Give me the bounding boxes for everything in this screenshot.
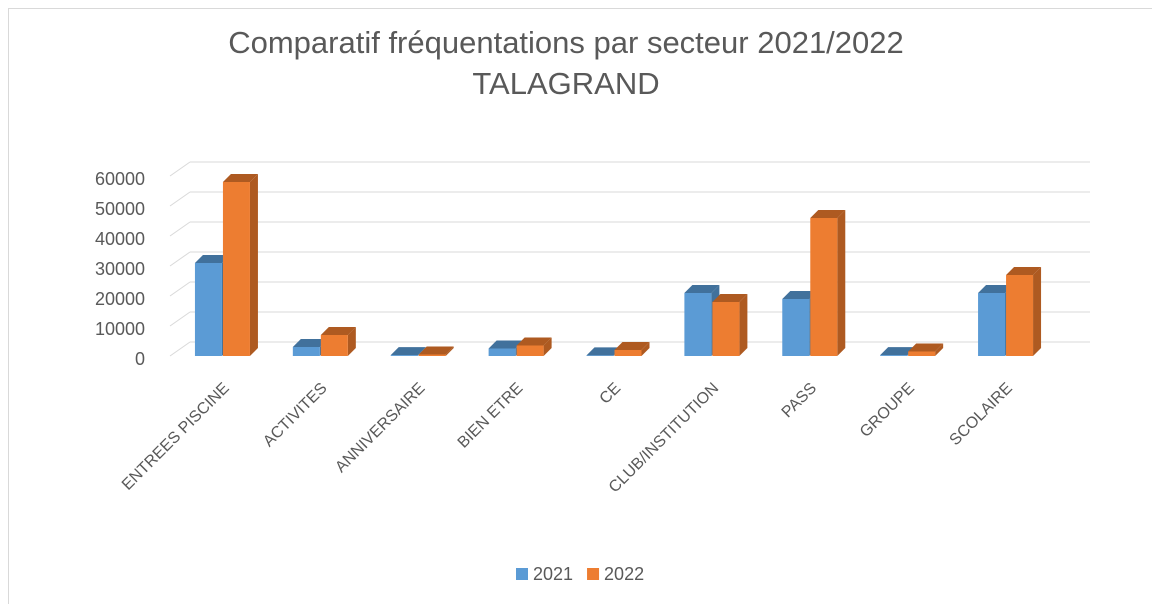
bar-top — [978, 285, 1014, 293]
bar — [880, 355, 908, 356]
chart-frame — [8, 8, 1152, 604]
bar-top — [292, 339, 328, 347]
legend-label: 2022 — [604, 564, 644, 584]
legend-swatch — [587, 568, 600, 580]
bar-top — [222, 174, 258, 182]
x-tick-label: CE — [597, 380, 625, 408]
bar-top — [712, 294, 748, 302]
bar — [320, 335, 348, 356]
x-tick-label: PASS — [779, 380, 820, 421]
bar-side — [739, 294, 748, 356]
bar-top — [586, 347, 622, 356]
bar-top — [516, 337, 552, 346]
bar — [586, 355, 614, 356]
bar-side — [249, 174, 258, 356]
grid-line-side — [169, 341, 191, 357]
legend-label: 2021 — [533, 564, 573, 584]
grid-line-side — [169, 311, 191, 327]
bar — [194, 263, 222, 356]
bar-top — [810, 210, 846, 218]
chart-title: TALAGRAND — [472, 66, 659, 101]
bar — [390, 355, 418, 356]
chart-title: Comparatif fréquentations par secteur 20… — [228, 25, 904, 60]
bar — [222, 182, 250, 356]
bar — [908, 351, 936, 356]
bar — [810, 218, 838, 356]
bar — [978, 293, 1006, 356]
bar — [712, 302, 740, 356]
bar — [418, 354, 446, 356]
bar-top — [320, 327, 356, 335]
y-tick-label: 60000 — [95, 169, 145, 189]
legend-swatch — [516, 568, 528, 580]
x-tick-label: GROUPE — [857, 380, 918, 441]
bar — [614, 350, 642, 356]
grid-line-side — [169, 281, 191, 297]
bar — [488, 348, 516, 356]
bar-side — [1033, 267, 1042, 356]
bar-side — [347, 327, 356, 356]
bar-top — [488, 340, 524, 349]
bar-top — [614, 342, 650, 350]
y-tick-label: 0 — [135, 349, 145, 369]
x-tick-label: BIEN ETRE — [455, 380, 527, 452]
x-tick-label: ENTREES PISCINE — [119, 380, 233, 494]
bar — [292, 347, 320, 356]
y-tick-label: 40000 — [95, 229, 145, 249]
grid-line-side — [169, 221, 191, 237]
bar-side — [641, 342, 650, 356]
bar-top — [1006, 267, 1042, 275]
bar-top — [684, 285, 720, 293]
bar — [1006, 275, 1034, 356]
x-tick-label: CLUB/INSTITUTION — [606, 380, 722, 496]
y-tick-label: 50000 — [95, 199, 145, 219]
bar-top — [418, 346, 454, 355]
x-tick-label: ANNIVERSAIRE — [332, 380, 428, 476]
bar-top — [908, 343, 944, 352]
bar-top — [782, 291, 818, 299]
x-tick-label: SCOLAIRE — [947, 380, 1016, 449]
grid-line-side — [169, 191, 191, 207]
bar-top — [390, 347, 426, 356]
x-tick-label: ACTIVITES — [260, 380, 331, 451]
y-tick-label: 30000 — [95, 259, 145, 279]
y-tick-label: 20000 — [95, 289, 145, 309]
bar-side — [837, 210, 846, 356]
grid-line-side — [169, 251, 191, 267]
y-tick-label: 10000 — [95, 319, 145, 339]
bar — [782, 299, 810, 356]
bar-top — [194, 255, 230, 263]
bar — [516, 345, 544, 356]
bar-side — [543, 337, 552, 356]
bar — [684, 293, 712, 356]
bar-side — [935, 343, 944, 356]
bar-top — [880, 347, 916, 356]
bar-side — [445, 346, 454, 356]
grid-line-side — [169, 161, 191, 177]
